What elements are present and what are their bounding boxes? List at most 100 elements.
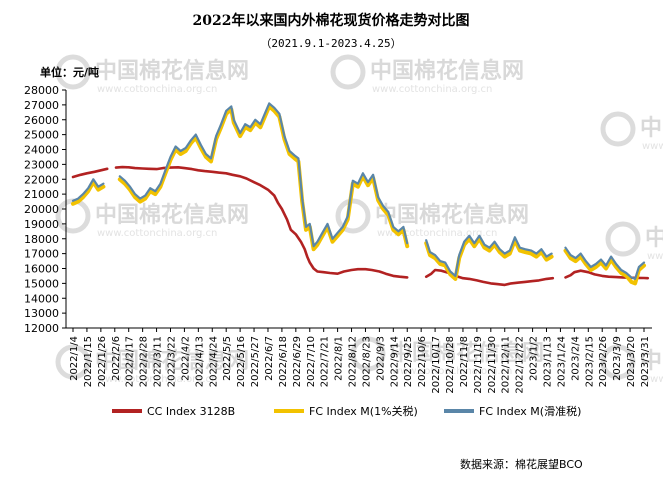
series-line-3 xyxy=(71,102,646,280)
watermark-layer: 中国棉花信息网www.cottonchina.org.cn中国棉花信息网www.… xyxy=(55,54,663,385)
x-tick-label: 2022/1/26 xyxy=(97,336,108,387)
watermark-text: 中国棉花信息网 xyxy=(640,115,663,141)
chart-title: 2022年以来国内外棉花现货价格走势对比图 xyxy=(193,12,470,29)
x-tick-label: 2022/3/22 xyxy=(166,336,177,387)
y-tick-label: 20000 xyxy=(24,203,59,216)
watermark-text: 中国棉花信息网 xyxy=(95,348,249,374)
legend-label-1: CC Index 3128B xyxy=(147,405,235,418)
y-tick-label: 18000 xyxy=(24,233,59,246)
x-tick-label: 2023/1/13 xyxy=(543,336,554,387)
y-axis-unit-label: 单位：元/吨 xyxy=(40,65,99,79)
y-tick-label: 25000 xyxy=(24,129,59,142)
x-tick-label: 2022/9/14 xyxy=(389,336,400,387)
y-tick-label: 26000 xyxy=(24,114,59,127)
series-layer xyxy=(71,102,650,287)
watermark-logo-icon xyxy=(330,54,366,90)
legend: CC Index 3128B FC Index M(1%关税) FC Index M… xyxy=(112,404,581,418)
x-tick-label: 2022/11/8 xyxy=(459,336,470,387)
legend-label-2: FC Index M(1%关税) xyxy=(309,404,418,418)
y-tick-label: 27000 xyxy=(24,99,59,112)
x-tick-label: 2023/1/24 xyxy=(556,336,567,387)
watermark-url: www.cottonchina.org.cn xyxy=(372,84,492,95)
watermark-text: 中国棉花信息网 xyxy=(640,348,663,374)
x-tick-label: 2022/6/18 xyxy=(278,336,289,387)
chart-subtitle: （2021.9.1-2023.4.25） xyxy=(260,37,401,50)
x-tick-label: 2022/3/11 xyxy=(153,336,164,387)
watermark-text: 中国棉花信息网 xyxy=(375,202,529,228)
x-tick-label: 2022/8/1 xyxy=(334,336,345,381)
x-tick-label: 2022/9/25 xyxy=(403,336,414,387)
y-tick-label: 14000 xyxy=(24,292,59,305)
watermark-url: www.cottonchina.org.cn xyxy=(377,228,497,239)
x-tick-label: 2022/10/6 xyxy=(417,336,428,387)
x-tick-label: 2022/12/11 xyxy=(501,336,512,394)
watermark-text: 中国棉花信息网 xyxy=(95,58,249,84)
x-tick-label: 2023/2/4 xyxy=(570,336,581,381)
watermark-logo-icon xyxy=(335,198,371,234)
x-tick-label: 2022/10/28 xyxy=(445,336,456,394)
x-tick-label: 2023/3/31 xyxy=(640,336,651,387)
x-tick-label: 2023/3/20 xyxy=(626,336,637,387)
x-tick-label: 2022/4/2 xyxy=(180,336,191,381)
x-tick-label: 2022/5/5 xyxy=(222,336,233,381)
y-tick-label: 12000 xyxy=(24,322,59,335)
watermark-url: www.cottonchina.org.cn xyxy=(97,84,217,95)
watermark-url: www.cottonchina.org.cn xyxy=(97,228,217,239)
x-tick-label: 2023/3/9 xyxy=(612,336,623,381)
y-tick-label: 22000 xyxy=(24,173,59,186)
watermark-url: www.cottonchina.org.cn xyxy=(392,366,512,377)
legend-label-3: FC Index M(滑准税) xyxy=(479,404,581,418)
x-tick-label: 2022/10/17 xyxy=(431,336,442,394)
y-tick-label: 24000 xyxy=(24,144,59,157)
watermark-logo-icon xyxy=(55,344,91,380)
x-tick-label: 2022/4/13 xyxy=(194,336,205,387)
y-tick-label: 23000 xyxy=(24,158,59,171)
x-tick-label: 2022/4/24 xyxy=(208,336,219,387)
x-tick-label: 2022/6/29 xyxy=(292,336,303,387)
data-source-note: 数据来源：棉花展望BCO xyxy=(460,457,583,471)
y-tick-label: 19000 xyxy=(24,218,59,231)
watermark-logo-icon xyxy=(55,54,91,90)
x-tick-label: 2022/1/15 xyxy=(83,336,94,387)
x-tick-label: 2022/1/4 xyxy=(69,336,80,381)
x-tick-label: 2022/2/6 xyxy=(111,336,122,381)
watermark-text: 中国棉花信息网 xyxy=(95,202,249,228)
x-tick-label: 2022/11/19 xyxy=(473,336,484,394)
watermark-logo-icon xyxy=(600,111,636,147)
y-tick-label: 28000 xyxy=(24,84,59,97)
y-tick-label: 15000 xyxy=(24,277,59,290)
x-tick-label: 2022/7/10 xyxy=(306,336,317,387)
watermark-url: www.cottonchina.org.cn xyxy=(647,251,663,262)
watermark-logo-icon xyxy=(600,344,636,380)
series-line-2 xyxy=(71,104,646,286)
watermark-url: www.cottonchina.org.cn xyxy=(97,374,217,385)
x-tick-label: 2022/8/23 xyxy=(361,336,372,387)
x-tick-label: 2022/11/30 xyxy=(487,336,498,394)
y-tick-label: 13000 xyxy=(24,307,59,320)
x-tick-label: 2022/5/27 xyxy=(250,336,261,387)
watermark-logo-icon xyxy=(350,336,386,372)
watermark-text: 中国棉花信息网 xyxy=(390,340,544,366)
y-tick-label: 17000 xyxy=(24,248,59,261)
x-tick-label: 2022/9/3 xyxy=(375,336,386,381)
watermark-logo-icon xyxy=(605,221,641,257)
x-tick-label: 2022/2/28 xyxy=(139,336,150,387)
watermark-text: 中国棉花信息网 xyxy=(645,225,663,251)
x-tick-label: 2023/2/15 xyxy=(584,336,595,387)
x-tick-label: 2022/7/21 xyxy=(320,336,331,387)
watermark-text: 中国棉花信息网 xyxy=(370,58,524,84)
x-tick-label: 2023/1/2 xyxy=(529,336,540,381)
x-tick-label: 2022/2/17 xyxy=(125,336,136,387)
x-tick-label: 2022/5/16 xyxy=(236,336,247,387)
watermark-url: www.cottonchina.org.cn xyxy=(642,374,663,385)
series-line-1 xyxy=(71,165,650,287)
watermark-url: www.cottonchina.org.cn xyxy=(642,141,663,152)
x-tick-label: 2022/12/22 xyxy=(515,336,526,394)
x-tick-label: 2022/8/12 xyxy=(348,336,359,387)
x-tick-label: 2022/6/7 xyxy=(264,336,275,381)
x-tick-label: 2023/2/26 xyxy=(598,336,609,387)
y-tick-label: 16000 xyxy=(24,263,59,276)
